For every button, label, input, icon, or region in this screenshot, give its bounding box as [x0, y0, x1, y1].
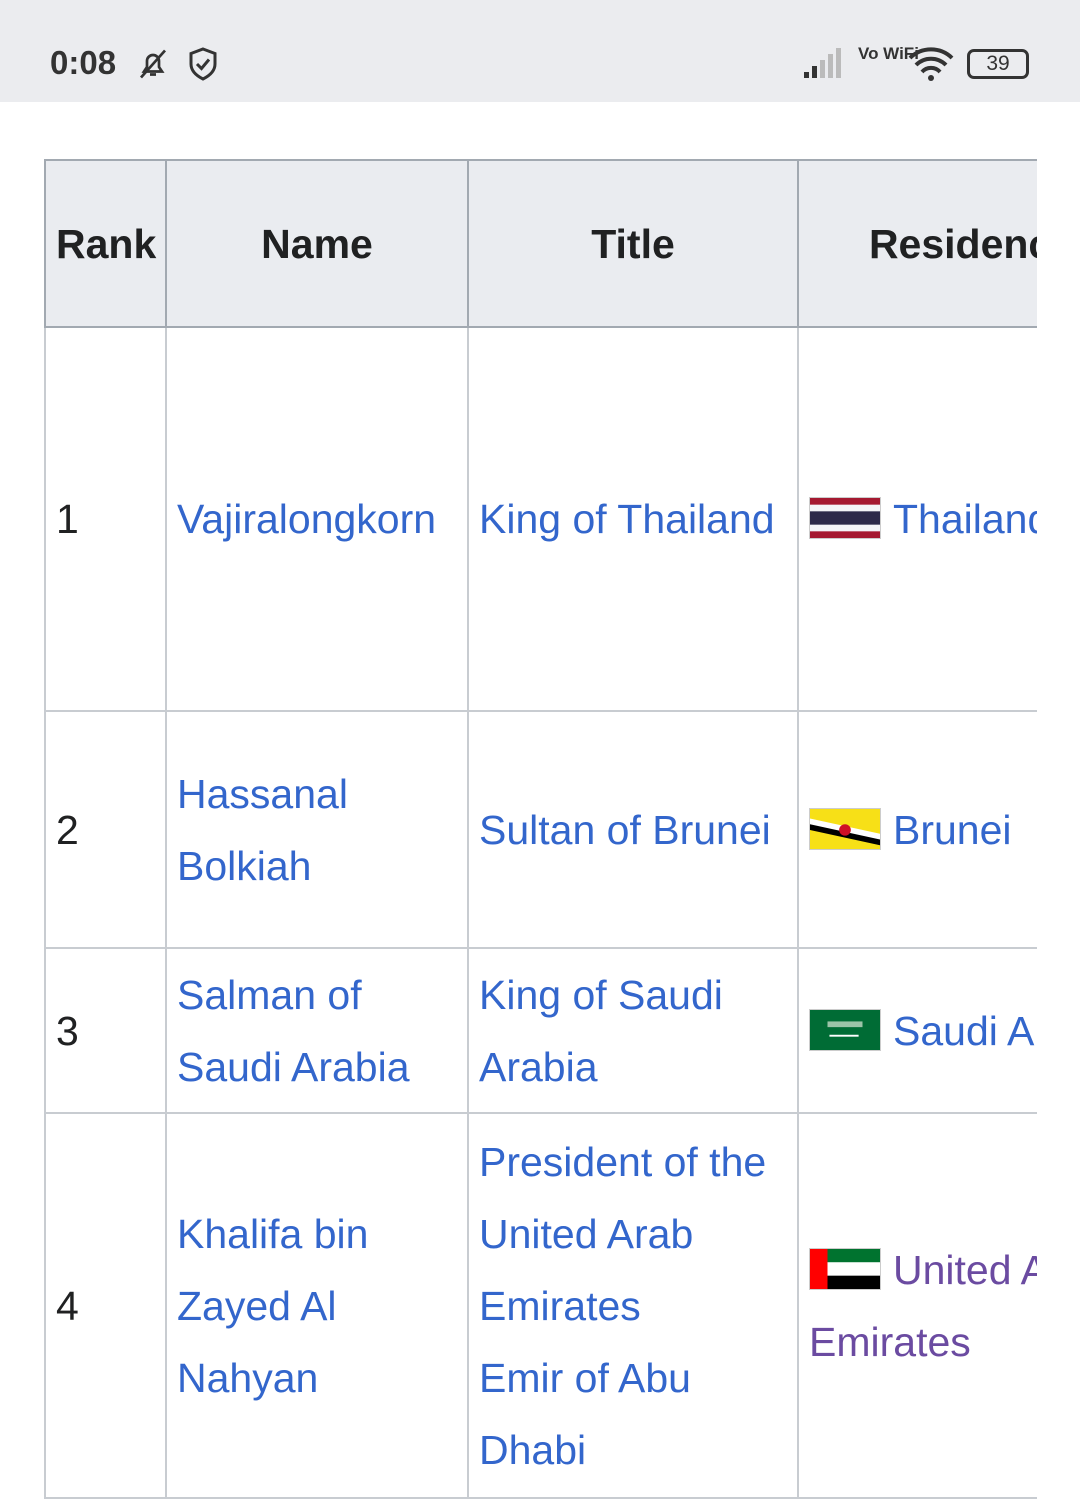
clock: 0:08: [50, 44, 117, 81]
name-link[interactable]: Vajiralongkorn: [177, 496, 437, 542]
status-bar: 0:08 Vo WiFi 39: [0, 0, 1080, 102]
title-link[interactable]: King of Thailand: [479, 496, 775, 542]
monarchs-table: Rank Name Title Residence 1 Vajiralongko…: [44, 159, 1037, 1499]
header-residence[interactable]: Residence: [797, 159, 1037, 328]
title-link-secondary[interactable]: Emir of Abu Dhabi: [479, 1354, 691, 1473]
signal-icon: [804, 48, 841, 78]
bell-off-icon: [139, 49, 167, 79]
rank-cell: 4: [44, 1112, 167, 1499]
rank-cell: 1: [44, 326, 167, 712]
vowifi-icon: Vo WiFi: [858, 44, 919, 63]
header-row: Rank Name Title Residence: [44, 159, 1037, 328]
saudi-arabia-flag-icon: [809, 1008, 881, 1051]
name-link[interactable]: Salman of Saudi Arabia: [177, 971, 410, 1090]
header-rank[interactable]: Rank: [44, 159, 167, 328]
residence-link[interactable]: Saudi Arabia: [893, 1007, 1037, 1054]
monarchs-table-scroll[interactable]: Rank Name Title Residence 1 Vajiralongko…: [44, 159, 1037, 1499]
shield-check-icon: [189, 47, 217, 81]
table-row: 2 Hassanal Bolkiah Sultan of Brunei Brun…: [44, 710, 1037, 949]
table-row: 1 Vajiralongkorn King of Thailand Thaila…: [44, 326, 1037, 712]
header-name[interactable]: Name: [165, 159, 469, 328]
table-row: 3 Salman of Saudi Arabia King of Saudi A…: [44, 947, 1037, 1114]
brunei-flag-icon: [809, 807, 881, 850]
residence-link[interactable]: Thailand: [893, 496, 1037, 542]
title-link[interactable]: Sultan of Brunei: [479, 806, 771, 853]
residence-link[interactable]: United Arab Emirates: [809, 1246, 1037, 1365]
name-link[interactable]: Khalifa bin Zayed Al Nahyan: [177, 1210, 369, 1401]
header-title[interactable]: Title: [467, 159, 799, 328]
residence-link[interactable]: Brunei: [893, 806, 1012, 853]
title-link[interactable]: King of Saudi Arabia: [479, 971, 723, 1090]
rank-cell: 3: [44, 947, 167, 1114]
name-link[interactable]: Hassanal Bolkiah: [177, 770, 348, 889]
table-row: 4 Khalifa bin Zayed Al Nahyan President …: [44, 1112, 1037, 1499]
wifi-icon: [908, 47, 954, 81]
uae-flag-icon: [809, 1247, 881, 1290]
battery-level: 39: [986, 52, 1010, 75]
rank-cell: 2: [44, 710, 167, 949]
battery-icon: 39: [967, 49, 1029, 79]
thailand-flag-icon: [809, 497, 881, 540]
title-link[interactable]: President of the United Arab Emirates: [479, 1138, 767, 1329]
